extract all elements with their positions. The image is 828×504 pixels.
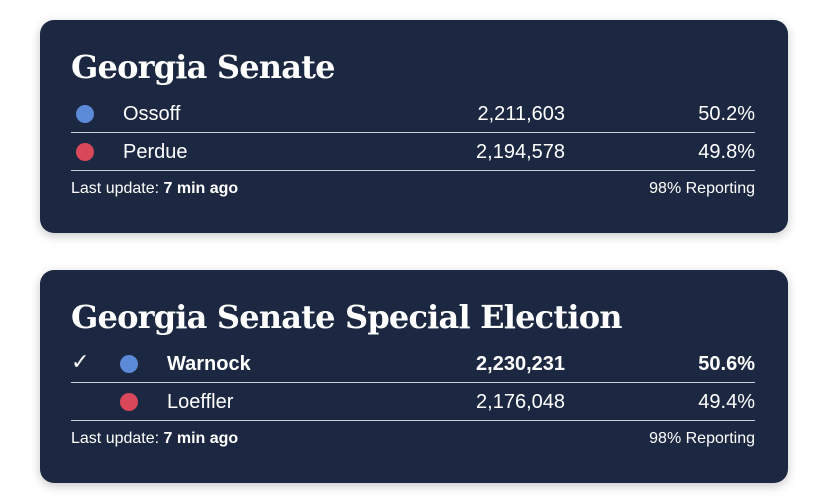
last-update: Last update: 7 min ago	[71, 427, 238, 451]
reporting-status: 98% Reporting	[649, 430, 755, 447]
candidate-percent: 49.4%	[698, 391, 755, 413]
last-update-value: 7 min ago	[163, 430, 239, 447]
candidate-row-warnock: ✓ Warnock 2,230,231 50.6%	[71, 345, 755, 383]
candidate-votes: 2,211,603	[477, 103, 566, 125]
republican-party-dot-icon	[76, 143, 94, 161]
last-update-label: Last update:	[71, 430, 164, 447]
race-title: Georgia Senate	[71, 48, 336, 86]
candidate-votes: 2,176,048	[476, 391, 565, 413]
race-title: Georgia Senate Special Election	[71, 298, 623, 336]
last-update-label: Last update:	[71, 180, 164, 197]
democrat-party-dot-icon	[76, 105, 94, 123]
last-update: Last update: 7 min ago	[71, 177, 238, 201]
candidate-row-perdue: Perdue 2,194,578 49.8%	[71, 133, 755, 171]
candidate-votes: 2,230,231	[476, 353, 565, 375]
candidate-percent: 50.2%	[698, 103, 755, 125]
race-footer: Last update: 7 min ago 98% Reporting	[71, 177, 755, 201]
race-card-georgia-senate: Georgia Senate Ossoff 2,211,603 50.2% Pe…	[40, 20, 788, 233]
candidate-name: Warnock	[167, 353, 251, 375]
race-card-georgia-senate-special: Georgia Senate Special Election ✓ Warnoc…	[40, 270, 788, 483]
candidate-name: Perdue	[123, 141, 188, 163]
reporting-status: 98% Reporting	[649, 180, 755, 197]
candidate-row-loeffler: Loeffler 2,176,048 49.4%	[71, 383, 755, 421]
candidate-name: Loeffler	[167, 391, 234, 413]
candidate-percent: 49.8%	[698, 141, 755, 163]
democrat-party-dot-icon	[120, 355, 138, 373]
candidate-row-ossoff: Ossoff 2,211,603 50.2%	[71, 95, 755, 133]
candidate-name: Ossoff	[123, 103, 181, 125]
candidate-percent: 50.6%	[698, 353, 755, 375]
candidate-votes: 2,194,578	[476, 141, 565, 163]
winner-check-icon: ✓	[71, 349, 90, 374]
republican-party-dot-icon	[120, 393, 138, 411]
race-footer: Last update: 7 min ago 98% Reporting	[71, 427, 755, 451]
last-update-value: 7 min ago	[163, 180, 239, 197]
